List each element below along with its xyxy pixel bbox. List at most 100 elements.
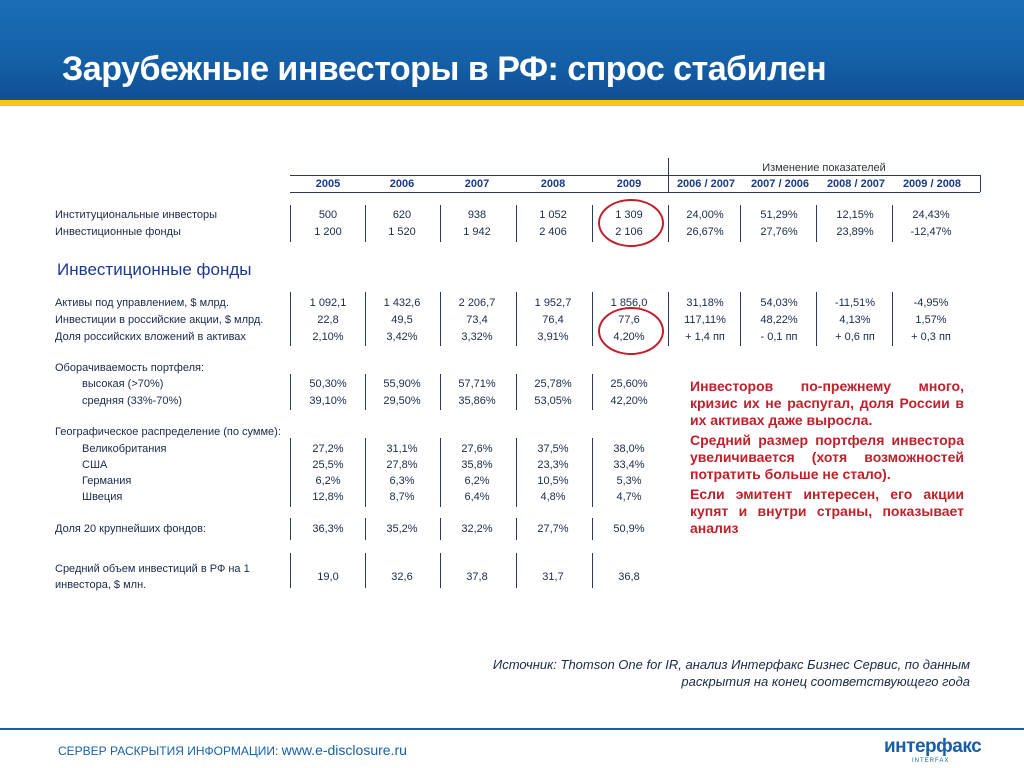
column-divider: [892, 205, 893, 242]
page-title: Зарубежные инвесторы в РФ: спрос стабиле…: [62, 50, 827, 88]
column-divider: [668, 158, 669, 192]
column-divider: [440, 292, 441, 346]
column-divider: [365, 205, 366, 242]
year-header: 2007: [464, 178, 490, 190]
table-cell: 53,05%: [534, 395, 572, 407]
column-divider: [290, 438, 291, 507]
highlight-circle: [598, 307, 664, 355]
row-label: США: [82, 459, 108, 471]
column-divider: [365, 518, 366, 540]
table-cell: 2 206,7: [458, 297, 496, 309]
column-divider: [516, 205, 517, 242]
row-label: Доля российских вложений в активах: [55, 331, 246, 343]
table-cell: 73,4: [466, 314, 488, 326]
table-cell: 31,7: [542, 571, 564, 583]
table-cell: 19,0: [317, 571, 339, 583]
table-cell: 1 200: [314, 226, 342, 238]
row-label: Инвестиционные фонды: [55, 226, 181, 238]
change-cell: 24,43%: [912, 209, 950, 221]
table-cell: 50,9%: [613, 523, 645, 535]
column-divider: [668, 205, 669, 242]
column-divider: [892, 292, 893, 346]
column-divider: [668, 292, 669, 346]
table-cell: 1 856,0: [610, 297, 648, 309]
column-divider: [740, 205, 741, 242]
change-cell: -12,47%: [910, 226, 952, 238]
column-divider: [440, 438, 441, 507]
column-divider: [365, 553, 366, 588]
column-divider: [290, 374, 291, 410]
table-cell: 35,86%: [458, 395, 496, 407]
column-divider: [290, 292, 291, 346]
table-cell: 25,78%: [534, 378, 572, 390]
callout-paragraph: Если эмитент интересен, его акции купят …: [690, 486, 964, 536]
table-cell: 3,32%: [461, 331, 493, 343]
table-cell: 35,8%: [461, 459, 493, 471]
column-divider: [290, 553, 291, 588]
change-cell: 24,00%: [686, 209, 724, 221]
column-divider: [516, 438, 517, 507]
change-cell: 1,57%: [915, 314, 947, 326]
column-divider: [816, 205, 817, 242]
change-cell: + 0,6 пп: [835, 331, 875, 343]
table-cell: 2,10%: [312, 331, 344, 343]
table-cell: 25,60%: [610, 378, 648, 390]
table-cell: 6,2%: [315, 475, 341, 487]
table-cell: 3,91%: [537, 331, 569, 343]
year-header: 2009: [616, 178, 642, 190]
header-rule: [290, 175, 668, 176]
table-cell: 1 092,1: [309, 297, 347, 309]
table-cell: 6,4%: [464, 491, 490, 503]
column-divider: [290, 518, 291, 540]
footer-link[interactable]: www.e-disclosure.ru: [281, 742, 407, 758]
change-cell: 54,03%: [760, 297, 798, 309]
column-divider: [365, 438, 366, 507]
change-cell: 4,13%: [839, 314, 871, 326]
row-label: Активы под управлением, $ млрд.: [55, 297, 229, 309]
year-header: 2008: [540, 178, 566, 190]
change-cell: 117,11%: [684, 314, 726, 326]
section-title: Инвестиционные фонды: [57, 260, 252, 279]
table-cell: 6,2%: [464, 475, 490, 487]
table-cell: 3,42%: [386, 331, 418, 343]
column-divider: [440, 374, 441, 410]
source-note: Источник: Thomson One for IR, анализ Инт…: [400, 656, 970, 690]
row-label: Инвестиции в российские акции, $ млрд.: [55, 314, 264, 326]
change-cell: - 0,1 пп: [760, 331, 798, 343]
table-cell: 31,1%: [386, 443, 418, 455]
table-cell: 4,7%: [616, 491, 642, 503]
table-cell: 36,3%: [312, 523, 344, 535]
table-cell: 37,5%: [537, 443, 569, 455]
change-cell: + 1,4 пп: [685, 331, 725, 343]
period-header: 2008 / 2007: [826, 178, 886, 190]
column-divider: [592, 205, 593, 242]
source-line: Источник: Thomson One for IR, анализ Инт…: [492, 657, 970, 672]
column-divider: [365, 374, 366, 410]
highlight-circle: [598, 199, 664, 247]
table-cell: 2 406: [539, 226, 567, 238]
period-header: 2007 / 2006: [750, 178, 810, 190]
footer: СЕРВЕР РАСКРЫТИЯ ИНФОРМАЦИИ: www.e-discl…: [58, 742, 407, 758]
table-cell: 55,90%: [383, 378, 421, 390]
header-stripe: [0, 100, 1024, 106]
row-label: Доля 20 крупнейших фондов:: [55, 523, 206, 535]
table-cell: 6,3%: [389, 475, 415, 487]
table-cell: 32,6: [391, 571, 413, 583]
change-cell: 26,67%: [686, 226, 724, 238]
table-cell: 38,0%: [613, 443, 645, 455]
change-cell: 31,18%: [686, 297, 724, 309]
column-divider: [440, 518, 441, 540]
table-cell: 50,30%: [309, 378, 347, 390]
callout-paragraph: Средний размер портфеля инвестора увелич…: [690, 432, 964, 482]
table-cell: 12,8%: [312, 491, 344, 503]
table-cell: 27,6%: [461, 443, 493, 455]
table-cell: 938: [467, 209, 487, 221]
table-cell: 57,71%: [458, 378, 496, 390]
table-cell: 32,2%: [461, 523, 493, 535]
change-cell: 48,22%: [760, 314, 798, 326]
row-label: Средний объем инвестиций в РФ на 1: [55, 563, 250, 575]
table-cell: 1 432,6: [383, 297, 421, 309]
table-cell: 8,7%: [389, 491, 415, 503]
change-cell: -4,95%: [913, 297, 949, 309]
table-cell: 1 520: [388, 226, 416, 238]
